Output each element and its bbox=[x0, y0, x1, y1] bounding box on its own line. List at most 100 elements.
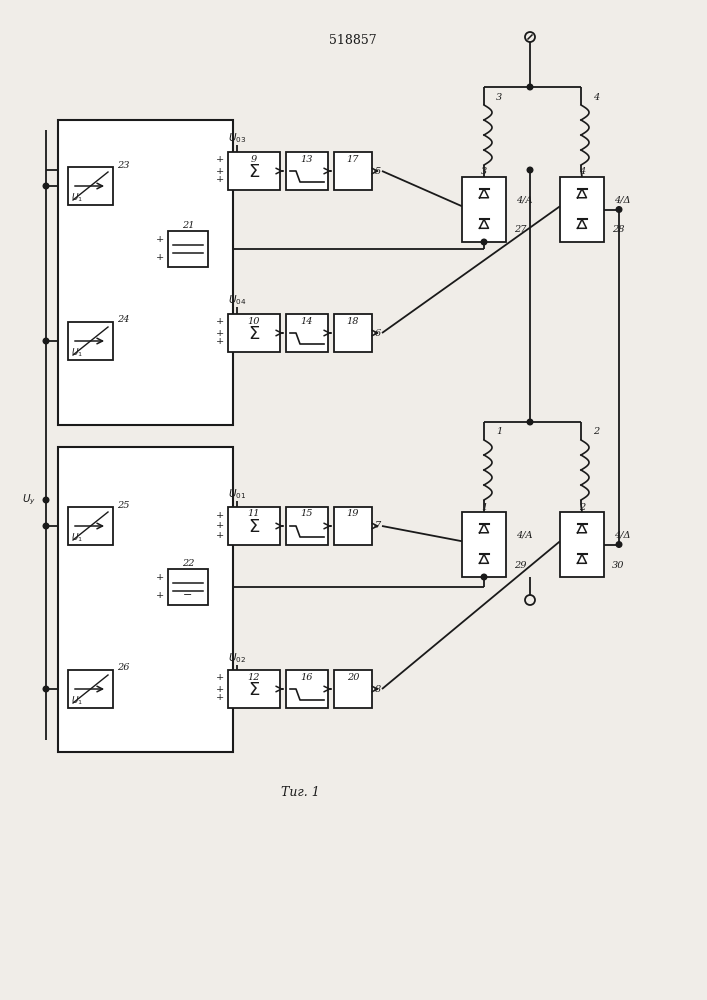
Bar bbox=[462, 177, 506, 242]
Text: 4: 4 bbox=[579, 167, 585, 176]
Text: 4/A: 4/A bbox=[515, 530, 532, 539]
Text: 11: 11 bbox=[247, 510, 260, 518]
Bar bbox=[68, 322, 113, 360]
Text: +: + bbox=[216, 166, 224, 176]
Text: 2: 2 bbox=[593, 428, 599, 436]
Text: $U_1$: $U_1$ bbox=[71, 532, 83, 544]
Text: $U_1$: $U_1$ bbox=[71, 192, 83, 204]
Text: 4/Δ: 4/Δ bbox=[614, 195, 630, 204]
Text: +: + bbox=[216, 522, 224, 530]
Text: 6: 6 bbox=[375, 328, 381, 338]
Text: 12: 12 bbox=[247, 672, 260, 682]
Text: 27: 27 bbox=[514, 226, 526, 234]
Bar bbox=[462, 512, 506, 577]
Bar bbox=[334, 152, 372, 190]
Text: $U_y$: $U_y$ bbox=[22, 493, 36, 507]
Text: 2: 2 bbox=[579, 502, 585, 512]
Text: $\Sigma$: $\Sigma$ bbox=[248, 518, 260, 536]
Circle shape bbox=[43, 183, 49, 189]
Text: 21: 21 bbox=[182, 222, 194, 231]
Text: +: + bbox=[156, 234, 164, 243]
Bar bbox=[68, 507, 113, 545]
Text: 3: 3 bbox=[496, 93, 502, 102]
Circle shape bbox=[617, 207, 621, 212]
Bar bbox=[168, 569, 208, 605]
Bar bbox=[228, 152, 280, 190]
Text: +: + bbox=[216, 684, 224, 694]
Text: $U_1$: $U_1$ bbox=[71, 695, 83, 707]
Text: 1: 1 bbox=[481, 502, 487, 512]
Circle shape bbox=[43, 338, 49, 344]
Text: $U_{01}$: $U_{01}$ bbox=[228, 487, 246, 501]
Text: +: + bbox=[216, 328, 224, 338]
Text: $\Sigma$: $\Sigma$ bbox=[248, 163, 260, 181]
Text: 10: 10 bbox=[247, 316, 260, 326]
Bar bbox=[334, 314, 372, 352]
Text: +: + bbox=[216, 510, 224, 520]
Text: 30: 30 bbox=[612, 560, 624, 570]
Bar bbox=[58, 120, 233, 425]
Bar bbox=[168, 231, 208, 267]
Bar bbox=[286, 670, 328, 708]
Text: $U_1$: $U_1$ bbox=[71, 347, 83, 359]
Text: +: + bbox=[216, 176, 224, 184]
Circle shape bbox=[43, 523, 49, 529]
Text: 4/Δ: 4/Δ bbox=[614, 530, 630, 539]
Text: 29: 29 bbox=[514, 560, 526, 570]
Text: 22: 22 bbox=[182, 560, 194, 568]
Bar bbox=[228, 670, 280, 708]
Text: 17: 17 bbox=[346, 154, 359, 163]
Circle shape bbox=[527, 167, 533, 173]
Text: +: + bbox=[156, 590, 164, 599]
Bar bbox=[68, 167, 113, 205]
Bar bbox=[286, 507, 328, 545]
Text: 8: 8 bbox=[375, 684, 381, 694]
Text: 23: 23 bbox=[117, 160, 129, 169]
Text: +: + bbox=[216, 674, 224, 682]
Text: +: + bbox=[216, 530, 224, 540]
Text: $U_{03}$: $U_{03}$ bbox=[228, 131, 246, 145]
Text: $\Sigma$: $\Sigma$ bbox=[248, 325, 260, 343]
Bar bbox=[334, 670, 372, 708]
Bar bbox=[228, 507, 280, 545]
Text: +: + bbox=[156, 572, 164, 582]
Circle shape bbox=[43, 497, 49, 503]
Circle shape bbox=[617, 542, 621, 547]
Text: 9: 9 bbox=[251, 154, 257, 163]
Text: 5: 5 bbox=[375, 166, 381, 176]
Text: Τиг. 1: Τиг. 1 bbox=[281, 786, 320, 798]
Text: 20: 20 bbox=[346, 672, 359, 682]
Text: +: + bbox=[216, 318, 224, 326]
Circle shape bbox=[527, 84, 533, 90]
Circle shape bbox=[481, 574, 487, 580]
Bar bbox=[286, 314, 328, 352]
Bar bbox=[560, 512, 604, 577]
Bar bbox=[58, 447, 233, 752]
Text: 28: 28 bbox=[612, 226, 624, 234]
Text: +: + bbox=[216, 338, 224, 347]
Text: $U_{04}$: $U_{04}$ bbox=[228, 293, 246, 307]
Text: 18: 18 bbox=[346, 316, 359, 326]
Text: 24: 24 bbox=[117, 316, 129, 324]
Circle shape bbox=[43, 686, 49, 692]
Text: −: − bbox=[183, 590, 193, 600]
Bar bbox=[68, 670, 113, 708]
Text: 19: 19 bbox=[346, 510, 359, 518]
Text: 14: 14 bbox=[300, 316, 313, 326]
Circle shape bbox=[527, 419, 533, 425]
Bar bbox=[334, 507, 372, 545]
Circle shape bbox=[481, 239, 487, 245]
Text: $\Sigma$: $\Sigma$ bbox=[248, 681, 260, 699]
Text: 1: 1 bbox=[496, 428, 502, 436]
Text: +: + bbox=[216, 155, 224, 164]
Bar bbox=[560, 177, 604, 242]
Text: +: + bbox=[216, 694, 224, 702]
Text: 7: 7 bbox=[375, 522, 381, 530]
Text: 4/A: 4/A bbox=[515, 195, 532, 204]
Text: 518857: 518857 bbox=[329, 33, 377, 46]
Text: $U_{02}$: $U_{02}$ bbox=[228, 651, 246, 665]
Text: 26: 26 bbox=[117, 664, 129, 672]
Text: 3: 3 bbox=[481, 167, 487, 176]
Bar bbox=[228, 314, 280, 352]
Bar bbox=[286, 152, 328, 190]
